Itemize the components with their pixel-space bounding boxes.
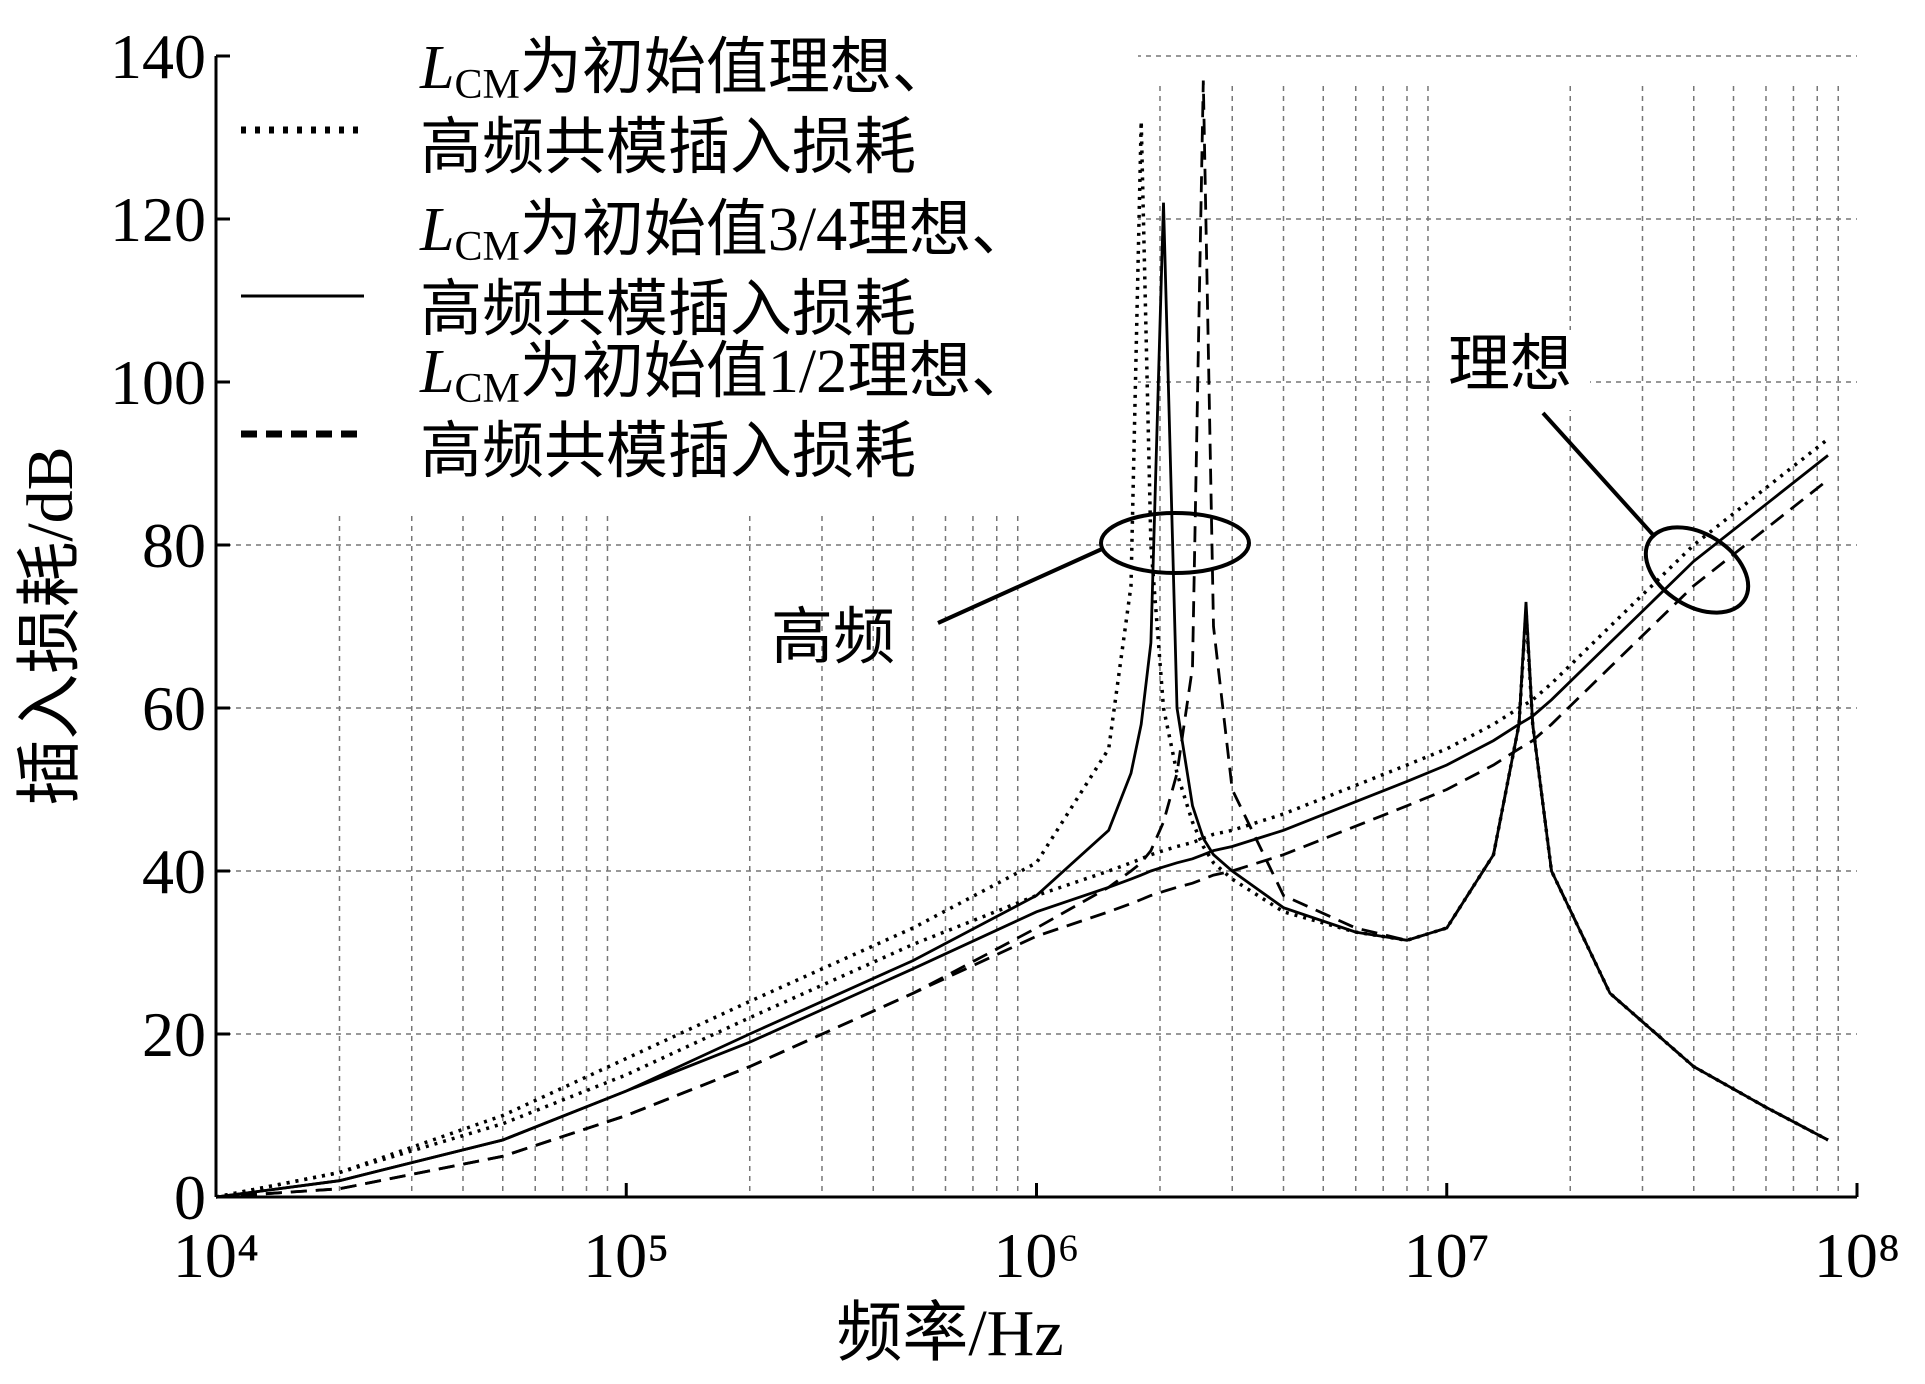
y-axis-label: 插入损耗/dB [14,446,87,805]
annotation-bg [1430,330,1590,410]
y-tick-label: 120 [110,184,206,255]
legend-label: LCM为初始值3/4理想、高频共模插入损耗 [419,196,1033,344]
y-tick-label: 20 [142,999,206,1070]
y-tick-label: 80 [142,510,206,581]
y-tick-label: 140 [110,21,206,92]
x-tick-label: 10⁷ [1404,1220,1490,1291]
y-tick-label: 0 [174,1162,206,1233]
x-tick-label: 10⁴ [173,1220,259,1291]
high_freq-curve [215,80,1829,1199]
y-tick-label: 100 [110,347,206,418]
legend-box [218,46,1138,516]
annotation: 理想 [1448,331,1572,399]
annotation-ellipse [1643,525,1751,615]
y-tick-label: 60 [142,673,206,744]
annotation-leader [1541,411,1657,539]
x-tick-label: 10⁵ [583,1220,669,1291]
legend-label: LCM为初始值1/2理想、高频共模插入损耗 [419,338,1033,486]
x-tick-label: 10⁶ [993,1220,1079,1291]
x-tick-label: 10⁸ [1814,1220,1900,1291]
annotation-leader [937,547,1103,625]
ideal-curve [215,437,1830,1199]
ideal-curve [215,454,1829,1199]
ideal-curve [215,478,1829,1199]
annotation: 高频 [771,604,895,672]
legend-label: LCM为初始值理想、高频共模插入损耗 [419,34,954,182]
annotation-ellipse [1099,511,1251,575]
y-tick-label: 40 [142,836,206,907]
x-axis-label: 频率/Hz [836,1297,1063,1370]
